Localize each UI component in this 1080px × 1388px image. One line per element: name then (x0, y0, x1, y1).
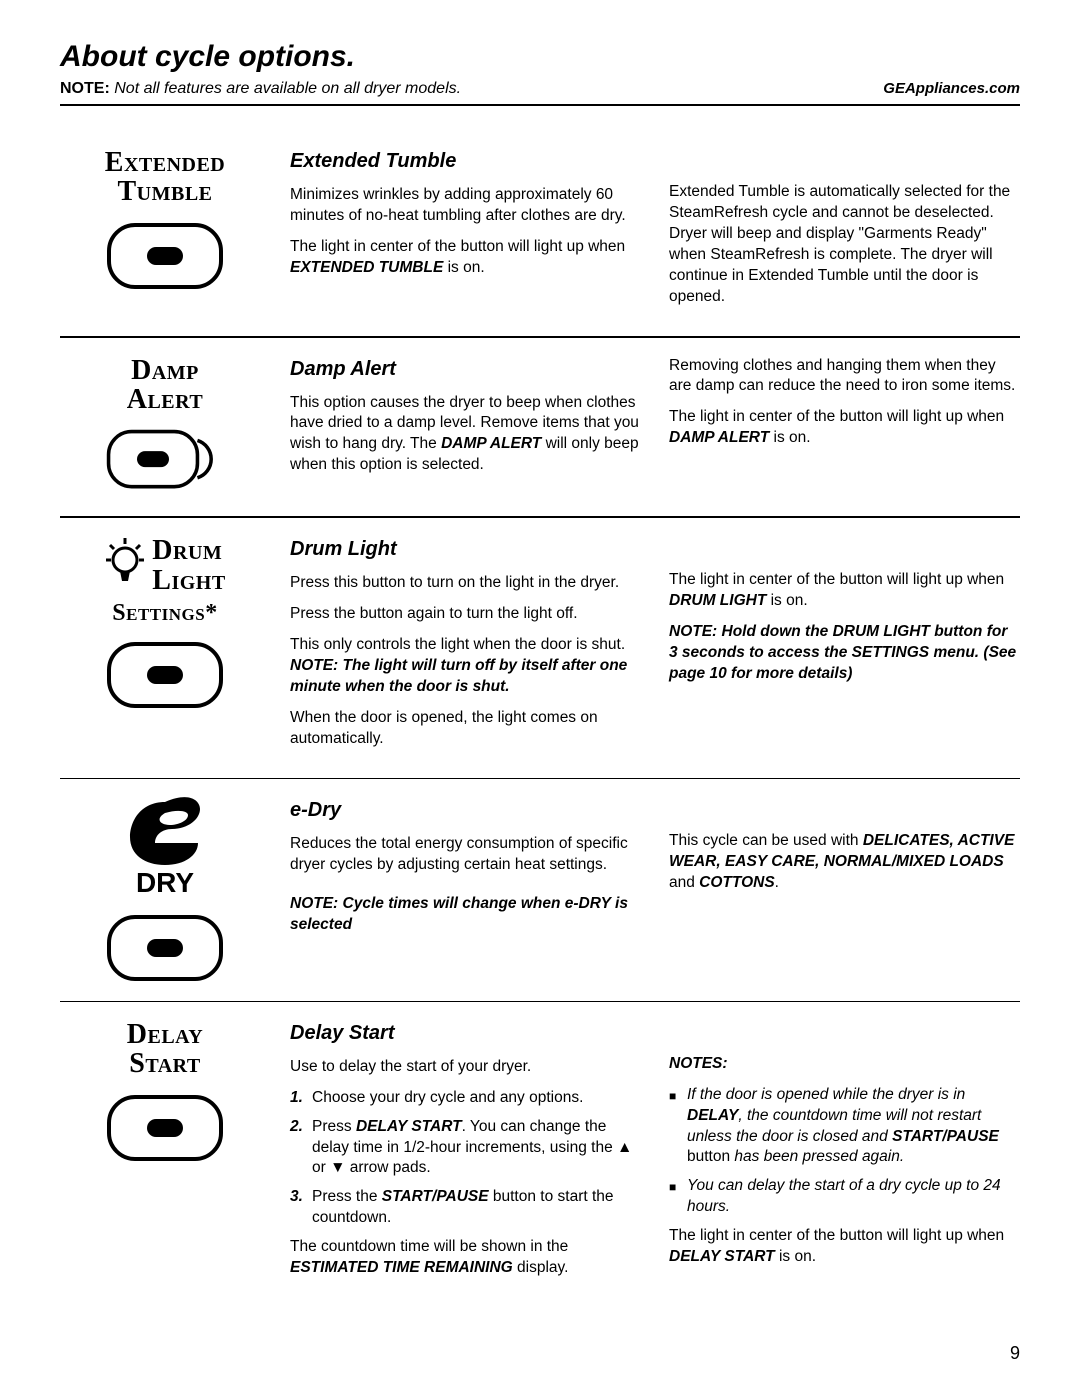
section-extended-tumble: Extended Tumble Extended Tumble Minimize… (60, 130, 1020, 338)
paragraph: Minimizes wrinkles by adding approximate… (290, 185, 641, 227)
settings-label: Settings* (60, 601, 270, 626)
label-block: DRY (60, 797, 270, 983)
step: Choose your dry cycle and any options. (290, 1088, 641, 1109)
page-number: 9 (1010, 1343, 1020, 1364)
paragraph: NOTE: Cycle times will change when e-DRY… (290, 894, 641, 936)
button-icon (105, 1093, 225, 1163)
paragraph: The countdown time will be shown in the … (290, 1237, 641, 1279)
notes-heading: NOTES: (669, 1054, 1020, 1075)
feature-heading: Delay Start (290, 1020, 641, 1047)
paragraph: This cycle can be used with DELICATES, A… (669, 831, 1020, 894)
button-icon (105, 913, 225, 983)
notes-list: If the door is opened while the dryer is… (669, 1085, 1020, 1219)
label-block: Damp Alert (60, 356, 270, 499)
lightbulb-icon (104, 536, 146, 588)
paragraph: Press the button again to turn the light… (290, 604, 641, 625)
feature-label: Damp Alert (60, 356, 270, 415)
section-drum-light: Drum Light Settings* Drum Light Press th… (60, 518, 1020, 778)
feature-heading: Extended Tumble (290, 148, 641, 175)
feature-label: Extended Tumble (60, 148, 270, 207)
section-delay-start: Delay Start Delay Start Use to delay the… (60, 1002, 1020, 1307)
subheader-note: NOTE: Not all features are available on … (60, 80, 461, 98)
paragraph: Reduces the total energy consumption of … (290, 834, 641, 876)
col-right: Extended Tumble is automatically selecte… (669, 148, 1020, 318)
paragraph: The light in center of the button will l… (669, 570, 1020, 612)
paragraph: Removing clothes and hanging them when t… (669, 356, 1020, 398)
site-link: GEAppliances.com (883, 80, 1020, 97)
section-edry: DRY e-Dry Reduces the total energy consu… (60, 779, 1020, 1002)
note-label: NOTE: (60, 80, 110, 97)
col-left: e-Dry Reduces the total energy consumpti… (290, 797, 641, 983)
paragraph: This option causes the dryer to beep whe… (290, 393, 641, 477)
section-damp-alert: Damp Alert Damp Alert This option causes… (60, 338, 1020, 519)
col-right: Removing clothes and hanging them when t… (669, 356, 1020, 499)
label-block: Extended Tumble (60, 148, 270, 318)
label-block: Drum Light Settings* (60, 536, 270, 759)
col-left: Delay Start Use to delay the start of yo… (290, 1020, 641, 1289)
button-icon (105, 221, 225, 291)
label-block: Delay Start (60, 1020, 270, 1289)
feature-heading: Drum Light (290, 536, 641, 563)
paragraph: When the door is opened, the light comes… (290, 708, 641, 750)
dry-label: DRY (60, 867, 270, 899)
feature-label: Drum Light (152, 536, 225, 595)
feature-label: Delay Start (60, 1020, 270, 1079)
page-title: About cycle options. (60, 40, 1020, 74)
col-right: This cycle can be used with DELICATES, A… (669, 797, 1020, 983)
col-left: Drum Light Press this button to turn on … (290, 536, 641, 759)
e-icon (120, 797, 210, 867)
step: Press DELAY START. You can change the de… (290, 1117, 641, 1180)
paragraph: NOTE: Hold down the DRUM LIGHT button fo… (669, 622, 1020, 685)
step: Press the START/PAUSE button to start th… (290, 1187, 641, 1229)
col-left: Extended Tumble Minimizes wrinkles by ad… (290, 148, 641, 318)
note-item: You can delay the start of a dry cycle u… (669, 1176, 1020, 1218)
note-item: If the door is opened while the dryer is… (669, 1085, 1020, 1169)
paragraph: Extended Tumble is automatically selecte… (669, 182, 1020, 308)
note-text: Not all features are available on all dr… (114, 80, 461, 97)
paragraph: Use to delay the start of your dryer. (290, 1057, 641, 1078)
col-left: Damp Alert This option causes the dryer … (290, 356, 641, 499)
paragraph: Press this button to turn on the light i… (290, 573, 641, 594)
feature-heading: Damp Alert (290, 356, 641, 383)
paragraph: The light in center of the button will l… (669, 407, 1020, 449)
button-icon (105, 640, 225, 710)
steps-list: Choose your dry cycle and any options. P… (290, 1088, 641, 1230)
subheader-row: NOTE: Not all features are available on … (60, 80, 1020, 106)
paragraph: The light in center of the button will l… (290, 237, 641, 279)
feature-heading: e-Dry (290, 797, 641, 824)
paragraph: The light in center of the button will l… (669, 1226, 1020, 1268)
col-right: The light in center of the button will l… (669, 536, 1020, 759)
col-right: NOTES: If the door is opened while the d… (669, 1020, 1020, 1289)
button-icon (105, 428, 225, 498)
paragraph: This only controls the light when the do… (290, 635, 641, 698)
